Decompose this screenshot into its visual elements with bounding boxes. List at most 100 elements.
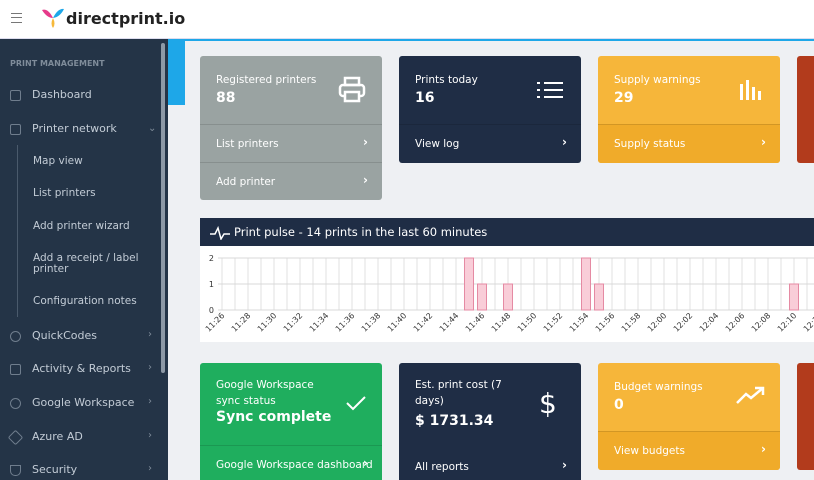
x-tick-label: 12:10 [776, 311, 799, 334]
stat-card-partial [797, 56, 814, 163]
y-tick-label: 2 [209, 254, 214, 263]
card-link[interactable]: View budgets › [598, 431, 780, 470]
card-value: 88 [216, 90, 236, 106]
nav-subitem[interactable]: Add a receipt / label printer [33, 252, 139, 275]
bars-icon [740, 80, 761, 100]
card-value: $ 1731.34 [415, 413, 494, 429]
card-title: Google Workspace sync status [216, 379, 314, 407]
link-text[interactable]: Google Workspace dashboard [216, 459, 373, 471]
x-tick-label: 11:54 [568, 311, 591, 334]
link-text[interactable]: View budgets [614, 445, 685, 457]
stat-card: Registered printers 88 List printers › Ad… [200, 56, 382, 200]
card-title: Est. print cost (7 days) [415, 379, 502, 407]
x-tick-label: 11:44 [438, 311, 461, 334]
x-tick-label: 11:50 [516, 311, 539, 334]
nav-item[interactable]: Activity & Reports [32, 362, 131, 375]
card-link[interactable]: Add printer › [200, 162, 382, 200]
nav-item[interactable]: Google Workspace [32, 396, 135, 409]
link-text[interactable]: Supply status [614, 138, 686, 150]
menu-button[interactable] [11, 13, 22, 23]
card-title: Registered printers [216, 74, 317, 86]
x-tick-label: 11:38 [360, 311, 383, 334]
card-title: Budget warnings [614, 381, 703, 393]
x-tick-label: 11:46 [464, 311, 487, 334]
card-value: 0 [614, 397, 624, 413]
chart-header: Print pulse - 14 prints in the last 60 m… [200, 218, 814, 246]
trend-icon [736, 386, 765, 404]
link-text[interactable]: Add printer [216, 176, 276, 188]
stat-card-partial [797, 363, 814, 470]
x-tick-label: 11:34 [308, 311, 331, 334]
nav-subitem[interactable]: Add printer wizard [33, 220, 130, 232]
accent-strip [168, 39, 185, 105]
bar [789, 283, 799, 311]
nav-item[interactable]: Security [32, 463, 78, 476]
bar [594, 283, 604, 311]
x-tick-label: 12:02 [672, 311, 695, 334]
x-tick-label: 12:06 [724, 311, 747, 334]
card-link[interactable]: View log › [399, 124, 581, 163]
tree-line [17, 145, 18, 317]
chart: 11:26 11:28 11:30 11:32 11:34 11:36 11:38 11:40… [200, 246, 814, 342]
nav-subitem[interactable]: Map view [33, 155, 83, 167]
card-link[interactable]: List printers › [200, 124, 382, 163]
card-link[interactable]: Supply status › [598, 124, 780, 163]
card-link[interactable]: Google Workspace dashboard › [200, 445, 382, 480]
x-tick-label: 11:52 [542, 311, 565, 334]
nav-subitem[interactable]: Configuration notes [33, 295, 137, 307]
stat-card: Google Workspace sync status Sync comple… [200, 363, 382, 480]
nav-item[interactable]: QuickCodes [32, 329, 97, 342]
stat-card: Est. print cost (7 days) $ 1731.34 $ All… [399, 363, 581, 480]
bar [477, 283, 487, 311]
link-text[interactable]: View log [415, 138, 460, 150]
bar [503, 283, 513, 311]
x-tick-label: 11:58 [620, 311, 643, 334]
top-bar: directprint.io [0, 0, 814, 39]
x-tick-label: 11:30 [256, 311, 279, 334]
nav-subitem[interactable]: List printers [33, 187, 96, 199]
logo-icon [42, 8, 64, 28]
x-tick-label: 11:42 [412, 311, 435, 334]
bar [464, 257, 474, 311]
x-tick-label: 11:32 [282, 311, 305, 334]
list-icon [537, 82, 563, 98]
sidebar: PRINT MANAGEMENT Dashboard Printer netwo… [0, 39, 168, 480]
card-title: Supply warnings [614, 74, 701, 86]
stat-card: Budget warnings 0 View budgets › [598, 363, 780, 470]
section-title: PRINT MANAGEMENT [10, 59, 105, 68]
x-tick-label: 11:36 [334, 311, 357, 334]
dollar-icon: $ [539, 387, 557, 420]
x-tick-label: 12:00 [646, 311, 669, 334]
nav-item[interactable]: Dashboard [32, 88, 92, 101]
x-tick-label: 12:08 [750, 311, 773, 334]
check-icon [346, 396, 366, 411]
x-tick-label: 12:12 [802, 311, 814, 334]
x-tick-label: 11:56 [594, 311, 617, 334]
y-tick-label: 0 [209, 306, 214, 315]
x-tick-label: 12:04 [698, 311, 721, 334]
chart-title: Print pulse - 14 prints in the last 60 m… [234, 225, 488, 239]
pulse-icon [210, 226, 230, 240]
card-title: Prints today [415, 74, 478, 86]
stat-card: Prints today 16 View log › [399, 56, 581, 163]
card-value: 29 [614, 90, 634, 106]
stat-card: Supply warnings 29 Supply status › [598, 56, 780, 163]
printer-icon [338, 76, 366, 103]
link-text[interactable]: All reports [415, 461, 469, 473]
accent-line [168, 39, 814, 41]
scrollbar[interactable] [161, 43, 165, 373]
nav-item[interactable]: Azure AD [32, 430, 83, 443]
card-value: 16 [415, 90, 435, 106]
x-tick-label: 11:48 [490, 311, 513, 334]
y-tick-label: 1 [209, 280, 214, 289]
card-link[interactable]: All reports › [415, 458, 567, 473]
x-tick-label: 11:28 [230, 311, 253, 334]
bar [581, 257, 591, 311]
card-value: Sync complete [216, 409, 332, 425]
logo-text[interactable]: directprint.io [66, 9, 186, 28]
x-tick-label: 11:40 [386, 311, 409, 334]
link-text[interactable]: List printers [216, 138, 279, 150]
nav-item[interactable]: Printer network [32, 122, 117, 135]
x-tick-label: 11:26 [204, 311, 227, 334]
